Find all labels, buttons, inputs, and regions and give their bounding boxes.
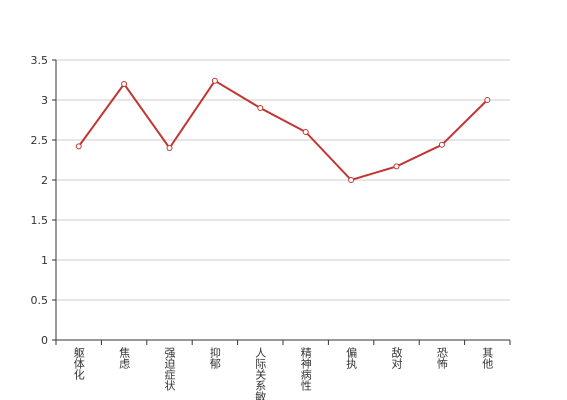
x-tick-label: 偏执 [345, 346, 358, 370]
point [348, 177, 355, 183]
x-tick-label: 敌对 [390, 346, 403, 369]
point [75, 143, 82, 150]
y-tick-label: 0 [41, 334, 48, 347]
point [121, 81, 128, 87]
line [77, 79, 489, 182]
y-tick-label: 1.5 [31, 214, 49, 227]
x-tick-label: 抑郁 [208, 346, 221, 369]
y-tick-label: 3.5 [31, 54, 49, 67]
x-tick-label: 恐怖 [435, 347, 448, 369]
x-tick-label: 强迫症状 [163, 347, 176, 391]
point [393, 163, 400, 170]
point [438, 141, 445, 148]
point [166, 145, 173, 151]
point [257, 105, 264, 111]
x-tick-label: 人际关系敏感 [254, 347, 267, 400]
y-tick-label: 3 [41, 94, 48, 107]
x-tick-label: 焦虑 [118, 347, 131, 369]
x-tick-label: 其他 [481, 347, 494, 369]
y-tick-label: 0.5 [31, 294, 49, 307]
x-tick-label: 躯体化 [72, 347, 85, 381]
point [484, 97, 491, 103]
point [302, 129, 309, 135]
y-tick-label: 2 [41, 174, 48, 187]
x-tick-label: 精神病性 [299, 347, 312, 392]
point [211, 77, 218, 84]
y-tick-label: 2.5 [31, 134, 49, 147]
y-tick-label: 1 [41, 254, 48, 267]
